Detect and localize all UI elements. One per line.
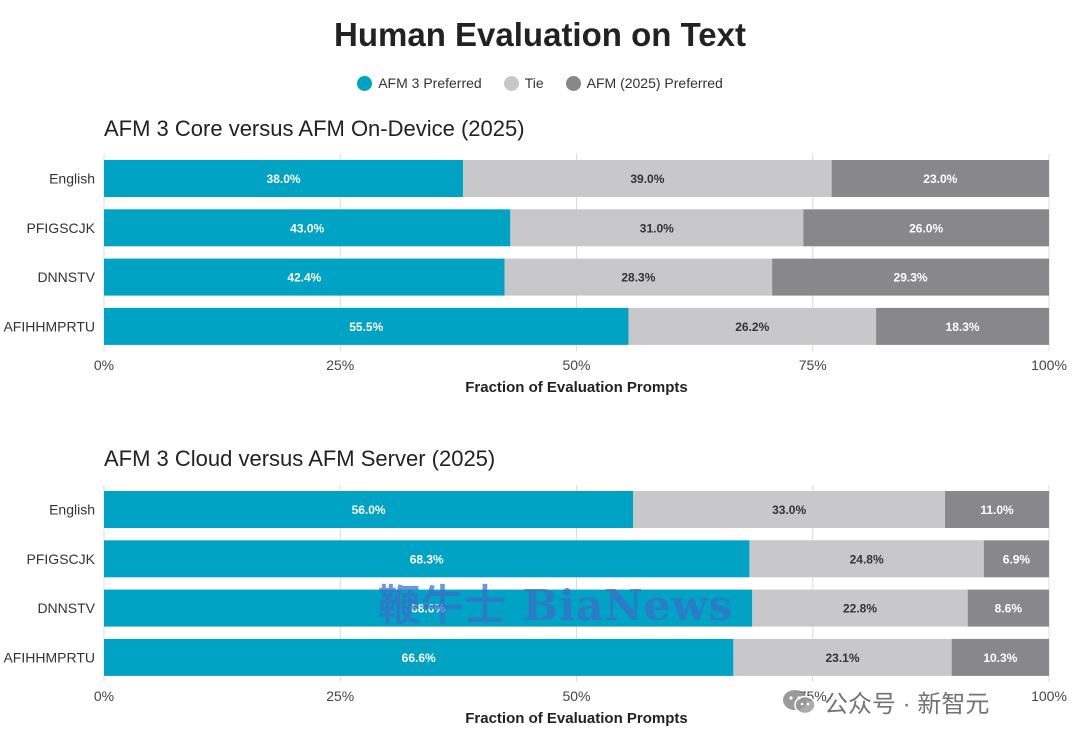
bar-segment — [633, 491, 946, 528]
data-label: 18.3% — [946, 320, 980, 334]
bar-segment — [967, 589, 1049, 627]
data-label: 29.3% — [894, 271, 928, 285]
bar-segment — [104, 491, 634, 528]
bar-segment — [510, 209, 804, 247]
legend-item-afm3: AFM 3 Preferred — [357, 75, 482, 91]
tick-label: 50% — [562, 357, 590, 373]
bar-segment — [772, 258, 1049, 296]
data-label: 26.2% — [735, 320, 769, 334]
bar-segment — [945, 491, 1049, 528]
data-label: 31.0% — [640, 221, 674, 235]
data-label: 38.0% — [267, 172, 301, 186]
panel-title-cloud: AFM 3 Cloud versus AFM Server (2025) — [104, 446, 496, 471]
category-label: AFIHHMPRTU — [3, 318, 95, 334]
panel-cloud-chart: English 56.0% 33.0% 11.0% PFIGSCJK 68.3% 24.8%… — [3, 485, 1067, 727]
bar-segment — [504, 258, 773, 296]
bar-segment — [104, 589, 753, 627]
bar-segment — [104, 160, 464, 197]
tick-label: 25% — [326, 357, 354, 373]
data-label: 22.8% — [843, 602, 877, 616]
bar-segment — [628, 307, 877, 345]
x-axis-label: Fraction of Evaluation Prompts — [465, 379, 688, 396]
wechat-label: 公众号 · 新智元 — [824, 691, 990, 718]
data-label: 33.0% — [772, 503, 806, 517]
category-label: PFIGSCJK — [27, 551, 96, 567]
bar-segment — [831, 160, 1049, 197]
bar-segment — [463, 160, 832, 197]
legend: AFM 3 Preferred Tie AFM (2025) Preferred — [0, 75, 1080, 91]
data-label: 66.6% — [402, 651, 436, 665]
chart-title: Human Evaluation on Text — [334, 16, 746, 53]
bar-segment — [104, 307, 629, 345]
legend-item-tie: Tie — [503, 75, 544, 91]
legend-swatch-afm3 — [357, 75, 373, 91]
wechat-watermark: 公众号 · 新智元 — [782, 684, 989, 719]
panel-title-core: AFM 3 Core versus AFM On-Device (2025) — [104, 116, 525, 141]
bar-segment — [104, 638, 734, 676]
data-label: 23.1% — [826, 651, 860, 665]
data-label: 43.0% — [290, 221, 324, 235]
tick-label: 100% — [1031, 688, 1067, 704]
legend-label-afm3: AFM 3 Preferred — [378, 75, 482, 91]
bar-segment — [951, 638, 1049, 676]
data-label: 42.4% — [287, 271, 321, 285]
data-label: 26.0% — [909, 221, 943, 235]
data-label: 11.0% — [980, 503, 1014, 517]
tick-label: 0% — [94, 357, 114, 373]
category-label: AFIHHMPRTU — [3, 649, 95, 665]
tick-label: 0% — [94, 688, 114, 704]
data-label: 24.8% — [850, 552, 884, 566]
bar-segment — [104, 209, 511, 247]
bar-segment — [104, 258, 505, 296]
wechat-icon — [782, 688, 816, 716]
data-label: 8.6% — [995, 602, 1023, 616]
bar-segment — [876, 307, 1049, 345]
category-label: English — [49, 502, 95, 518]
tick-label: 25% — [326, 688, 354, 704]
bar-segment — [752, 589, 968, 627]
data-label: 23.0% — [923, 172, 957, 186]
category-label: English — [49, 171, 95, 187]
tick-label: 50% — [562, 688, 590, 704]
watermark-text: 鞭牛士 BiaNews — [378, 581, 734, 630]
category-label: PFIGSCJK — [27, 220, 96, 236]
bar-segment — [983, 540, 1049, 578]
category-label: DNNSTV — [37, 600, 95, 616]
legend-swatch-tie — [503, 75, 519, 91]
data-label: 10.3% — [983, 651, 1017, 665]
data-label: 39.0% — [630, 172, 664, 186]
bar-segment — [104, 540, 750, 578]
data-label: 68.6% — [411, 602, 445, 616]
data-label: 68.3% — [410, 552, 444, 566]
x-axis-label: Fraction of Evaluation Prompts — [465, 710, 688, 727]
panel-core-chart: English 38.0% 39.0% 23.0% PFIGSCJK 43.0% 31.0%… — [3, 154, 1067, 396]
category-label: DNNSTV — [37, 269, 95, 285]
bar-segment — [749, 540, 984, 578]
legend-item-afm2025: AFM (2025) Preferred — [565, 75, 723, 91]
legend-swatch-afm2025 — [565, 75, 581, 91]
legend-label-afm2025: AFM (2025) Preferred — [586, 75, 723, 91]
bar-segment — [803, 209, 1049, 247]
tick-label: 100% — [1031, 357, 1067, 373]
data-label: 6.9% — [1003, 552, 1031, 566]
tick-label: 75% — [799, 357, 827, 373]
data-label: 28.3% — [621, 271, 655, 285]
bar-segment — [733, 638, 952, 676]
data-label: 56.0% — [352, 503, 386, 517]
data-label: 55.5% — [349, 320, 383, 334]
legend-label-tie: Tie — [524, 75, 544, 91]
